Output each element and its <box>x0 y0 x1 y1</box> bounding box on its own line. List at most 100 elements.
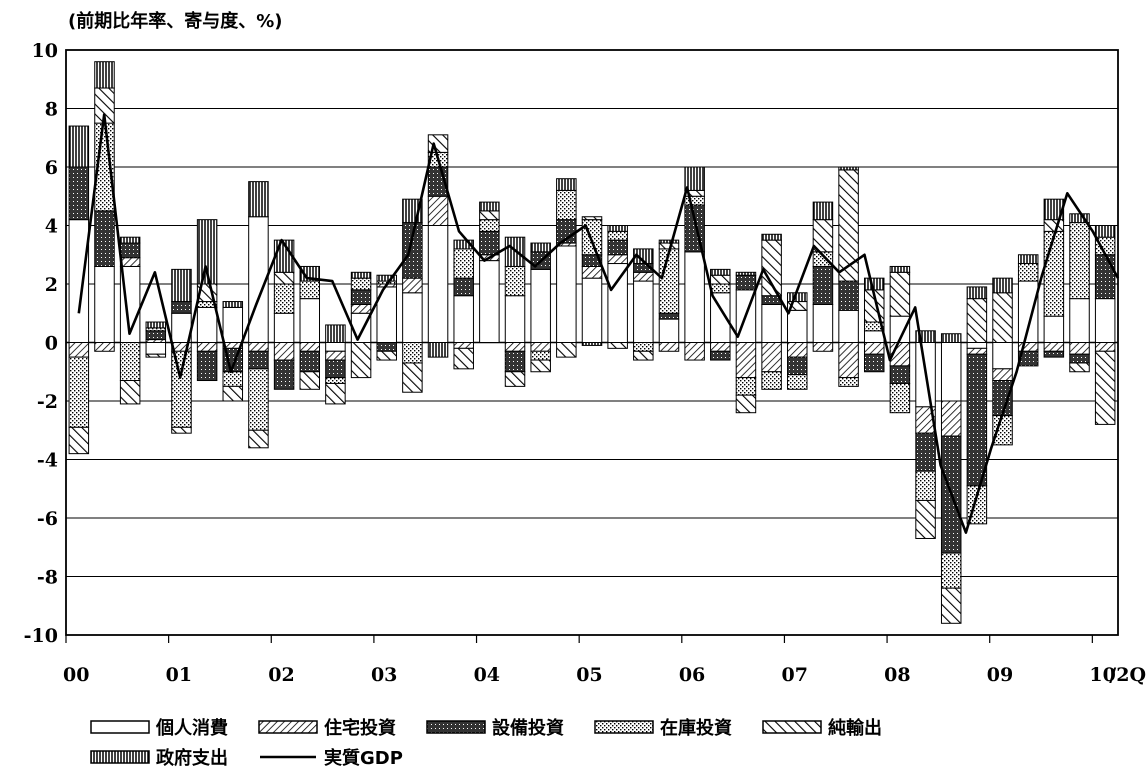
y-tick-label: -10 <box>24 625 58 647</box>
bar-segment <box>992 292 1013 343</box>
bar-segment <box>196 342 218 352</box>
bar-segment <box>735 274 757 291</box>
bar-segment <box>787 309 808 344</box>
bar-segment <box>838 166 859 171</box>
bar-segment <box>504 265 526 297</box>
bar-segment <box>299 265 321 282</box>
bar-segment <box>992 277 1013 294</box>
bar-segment <box>710 274 731 285</box>
bar-segment <box>1069 222 1090 300</box>
bar-segment <box>68 125 90 168</box>
y-tick-label: -6 <box>37 508 58 530</box>
bar-segment <box>196 306 218 343</box>
bar-segment <box>787 292 808 303</box>
legend-label: 個人消費 <box>156 718 228 739</box>
bar-segment <box>863 342 885 355</box>
bar-segment <box>299 350 321 373</box>
bar-segment <box>119 380 141 405</box>
bar-segment <box>504 342 526 352</box>
bar-segment <box>915 432 936 472</box>
bar-segment <box>1017 280 1039 344</box>
bar-segment <box>350 289 372 305</box>
bar-segment <box>402 277 423 294</box>
bar-segment <box>145 330 167 341</box>
bar-segment <box>94 265 115 344</box>
bar-segment <box>530 342 551 352</box>
bar-segment <box>350 271 372 279</box>
bar-segment <box>402 292 423 343</box>
plot-border <box>65 49 1119 636</box>
bar-segment <box>761 239 782 297</box>
bar-segment <box>581 265 603 279</box>
bar-segment <box>607 225 628 232</box>
bar-segment <box>812 342 834 352</box>
bar-segment <box>684 195 705 206</box>
bar-segment <box>658 342 680 352</box>
bar-segment <box>248 368 269 431</box>
gdp-series-line <box>77 113 1120 534</box>
bar-segment <box>453 248 474 279</box>
bar-segment <box>710 342 731 352</box>
bar-segment <box>787 342 808 358</box>
bar-segment <box>1069 353 1090 364</box>
bar-segment <box>889 265 911 273</box>
bar-segment <box>838 309 859 344</box>
x-tick-label: 06 <box>679 664 705 686</box>
bar-segment <box>1043 342 1065 352</box>
bar-segment <box>710 283 731 294</box>
bar-segment <box>479 219 500 232</box>
bar-segment <box>68 166 90 221</box>
bar-segment <box>222 301 244 308</box>
bar-segment <box>581 216 603 221</box>
legend-row-1: 個人消費 住宅投資 設備投資 在庫投資 純輸出 <box>90 712 1090 742</box>
bar-segment <box>838 377 859 387</box>
bar-segment <box>94 342 115 352</box>
bar-segment <box>273 359 295 390</box>
bar-segment <box>966 298 988 343</box>
legend: 個人消費 住宅投資 設備投資 在庫投資 純輸出 政府支出 実質GDP <box>90 712 1090 772</box>
legend-item-capex: 設備投資 <box>426 714 564 740</box>
legend-item-real-gdp: 実質GDP <box>258 744 403 770</box>
y-tick-label: 10 <box>32 40 58 62</box>
bar-segment <box>119 257 141 267</box>
bar-segment <box>940 333 962 344</box>
bar-segment <box>1094 254 1116 300</box>
bar-segment <box>633 350 654 361</box>
gdp-line <box>77 113 1120 534</box>
bar-segment <box>196 350 218 382</box>
bar-segment <box>658 248 680 314</box>
y-axis-ticks: 10 8 6 4 2 0 -2 -4 -6 -8 -10 <box>24 40 58 647</box>
bar-segment <box>1043 315 1065 343</box>
bar-segment <box>68 356 90 428</box>
legend-item-net-exports: 純輸出 <box>762 714 882 740</box>
bar-segment <box>915 499 936 539</box>
bar-segment <box>325 350 346 361</box>
bar-segment <box>581 277 603 343</box>
x-tick-label: 02 <box>268 664 294 686</box>
bar-segment <box>1069 362 1090 373</box>
bar-segment <box>607 230 628 241</box>
bar-segment <box>222 306 244 343</box>
bar-segment <box>787 356 808 376</box>
bar-segment <box>812 265 834 305</box>
bar-segment <box>479 210 500 221</box>
bar-segment <box>684 251 705 343</box>
bar-segment <box>145 353 167 358</box>
bar-segment <box>248 342 269 352</box>
legend-swatch-consumption <box>90 720 150 734</box>
bar-segment <box>863 353 885 373</box>
bar-segment <box>119 236 141 244</box>
bar-segment <box>273 312 295 343</box>
bar-segment <box>222 371 244 387</box>
bar-segment <box>171 426 192 434</box>
bar-segment <box>453 342 474 349</box>
bar-segment <box>453 347 474 370</box>
bar-segment <box>530 268 551 343</box>
bar-segment <box>607 239 628 256</box>
bar-segment <box>504 350 526 373</box>
bar-segment <box>273 283 295 314</box>
bar-segment <box>1043 219 1065 232</box>
legend-item-inventory: 在庫投資 <box>594 714 732 740</box>
bar-segment <box>94 210 115 267</box>
bar-segment <box>1094 225 1116 238</box>
